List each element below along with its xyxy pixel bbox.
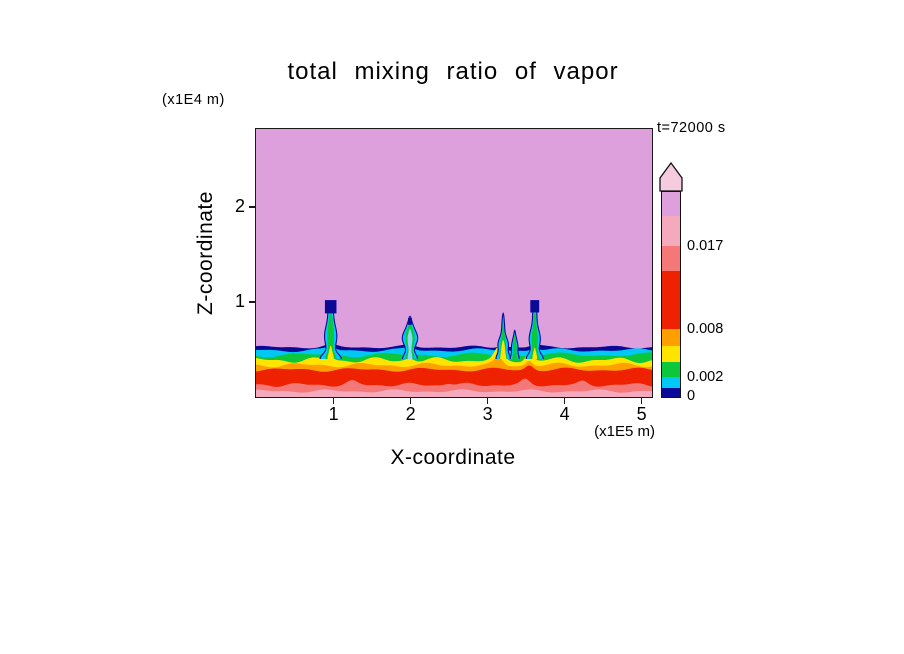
y-axis-label: Z-coordinate bbox=[194, 191, 217, 315]
x-tick-label: 5 bbox=[636, 404, 647, 424]
y-tick-mark bbox=[249, 206, 255, 208]
colorbar-tick-label: 0.017 bbox=[687, 238, 724, 254]
x-axis-label: X-coordinate bbox=[390, 446, 516, 469]
time-label: t=72000 s bbox=[657, 120, 726, 136]
x-tick-mark bbox=[486, 398, 489, 404]
colorbar-overflow-arrow-icon bbox=[659, 162, 683, 192]
chart-title: total mixing ratio of vapor bbox=[287, 58, 619, 85]
x-axis-unit-label: (x1E5 m) bbox=[594, 423, 655, 440]
y-axis-unit-label: (x1E4 m) bbox=[162, 92, 225, 108]
y-tick-label: 2 bbox=[234, 196, 245, 216]
y-tick-mark bbox=[249, 301, 255, 303]
contour-field-canvas bbox=[256, 129, 652, 397]
colorbar-cell bbox=[662, 216, 680, 246]
colorbar-cell bbox=[662, 329, 680, 346]
colorbar-tick-label: 0.008 bbox=[687, 321, 724, 337]
x-tick-mark bbox=[332, 398, 335, 404]
y-tick-label: 1 bbox=[234, 291, 245, 311]
x-tick-mark bbox=[409, 398, 412, 404]
colorbar-cell bbox=[662, 388, 680, 397]
colorbar-tick-label: 0.002 bbox=[687, 369, 724, 385]
x-tick-label: 1 bbox=[328, 404, 339, 424]
x-tick-label: 4 bbox=[559, 404, 570, 424]
x-tick-label: 3 bbox=[482, 404, 493, 424]
x-tick-label: 2 bbox=[405, 404, 416, 424]
plot-frame bbox=[255, 128, 653, 398]
colorbar-cell bbox=[662, 346, 680, 362]
x-tick-mark bbox=[640, 398, 643, 404]
colorbar-cell bbox=[662, 362, 680, 377]
colorbar-cell bbox=[662, 192, 680, 216]
colorbar-cell bbox=[662, 377, 680, 388]
x-tick-mark bbox=[563, 398, 566, 404]
colorbar-cell bbox=[662, 271, 680, 329]
colorbar-cell bbox=[662, 246, 680, 271]
colorbar-tick-label: 0 bbox=[687, 388, 696, 404]
